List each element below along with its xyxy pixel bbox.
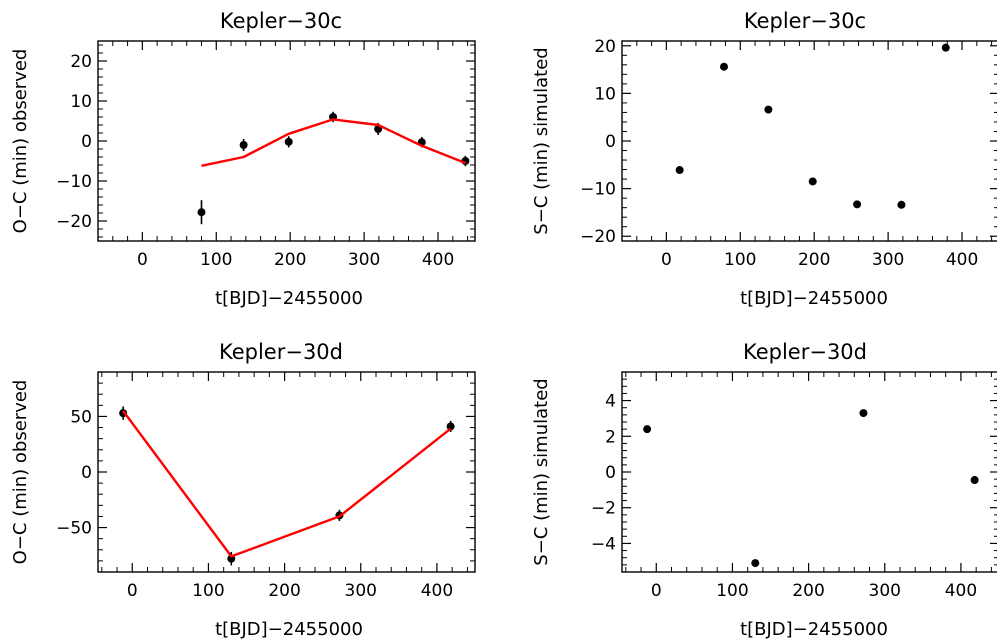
data-point (897, 200, 906, 209)
tick-marks (621, 41, 997, 241)
tick-labels: 0 100 200 300 400 −20 −10 0 10 20 (580, 37, 978, 270)
panel-title: Kepler−30d (743, 340, 867, 364)
y-axis-label: S−C (min) simulated (531, 378, 552, 565)
x-tick-label: 400 (421, 581, 453, 601)
x-tick-label: 0 (127, 581, 138, 601)
x-axis-label: t[BJD]−2455000 (215, 619, 363, 640)
x-tick-label: 300 (869, 581, 901, 601)
tick-marks (98, 371, 475, 573)
x-tick-label: 300 (348, 250, 380, 270)
data-point (239, 141, 248, 149)
series-line (122, 410, 452, 558)
data-marks (675, 43, 950, 209)
x-tick-label: 200 (274, 250, 306, 270)
data-point (446, 422, 455, 431)
panel-title: Kepler−30c (744, 9, 866, 33)
x-tick-label: 0 (137, 250, 148, 270)
data-point (764, 105, 773, 114)
x-tick-label: 400 (422, 250, 454, 270)
x-tick-label: 200 (798, 250, 830, 270)
x-tick-label: 100 (724, 250, 756, 270)
data-point (853, 200, 862, 209)
y-tick-label: −20 (580, 227, 616, 247)
panel-kepler30d-simulated: Kepler−30d S−C (min) simulated t[BJD]−24… (531, 340, 997, 640)
x-axis-label: t[BJD]−2455000 (740, 619, 888, 640)
x-tick-label: 200 (792, 581, 824, 601)
x-tick-label: 0 (661, 250, 672, 270)
y-tick-label: −10 (56, 172, 92, 192)
y-tick-label: 4 (605, 392, 616, 412)
panel-kepler30c-observed: Kepler−30c O−C (min) observed t[BJD]−245… (10, 9, 476, 309)
data-point (643, 425, 652, 434)
y-tick-label: −2 (591, 499, 616, 519)
data-point (675, 166, 684, 175)
y-tick-label: 10 (70, 92, 92, 112)
x-tick-label: 200 (268, 581, 300, 601)
y-tick-label: 0 (81, 132, 92, 152)
x-tick-label: 100 (200, 250, 232, 270)
data-point (284, 137, 293, 146)
plot-frame (621, 40, 997, 242)
series-line (201, 118, 466, 167)
y-tick-label: 0 (605, 463, 616, 483)
data-point (808, 177, 817, 186)
y-tick-label: 20 (70, 52, 92, 72)
plot-frame (621, 371, 997, 573)
x-tick-label: 0 (651, 581, 662, 601)
x-tick-label: 300 (872, 250, 904, 270)
tick-labels: 0 100 200 300 400 −20 −10 0 10 20 (56, 52, 454, 270)
y-tick-label: −20 (56, 212, 92, 232)
y-axis-label: S−C (min) simulated (531, 47, 552, 234)
data-point (751, 559, 760, 568)
y-tick-label: 2 (605, 427, 616, 447)
tick-labels: 0 100 200 300 400 −50 0 50 (56, 407, 453, 601)
x-axis-label: t[BJD]−2455000 (215, 288, 363, 309)
x-tick-label: 100 (192, 581, 224, 601)
data-point (941, 43, 950, 52)
y-tick-label: 0 (605, 132, 616, 152)
x-tick-label: 400 (945, 581, 977, 601)
tick-marks (97, 41, 475, 241)
y-tick-label: 50 (70, 407, 92, 427)
y-tick-label: 10 (594, 84, 616, 104)
y-tick-label: −4 (591, 534, 616, 554)
data-point (970, 476, 979, 485)
data-marks (643, 409, 979, 568)
y-tick-label: −10 (580, 180, 616, 200)
y-axis-label: O−C (min) observed (10, 380, 31, 565)
panel-kepler30d-observed: Kepler−30d O−C (min) observed t[BJD]−245… (10, 340, 476, 640)
x-tick-label: 100 (716, 581, 748, 601)
data-marks (119, 406, 455, 566)
data-point (859, 409, 868, 418)
tick-labels: 0 100 200 300 400 −4 −2 0 2 4 (591, 392, 977, 601)
y-tick-label: 20 (594, 37, 616, 57)
x-axis-label: t[BJD]−2455000 (740, 288, 888, 309)
plot-frame (97, 371, 476, 573)
data-point (720, 62, 729, 71)
tick-marks (622, 371, 997, 572)
panel-kepler30c-simulated: Kepler−30c S−C (min) simulated t[BJD]−24… (531, 9, 997, 309)
data-marks (197, 111, 470, 225)
data-point (197, 208, 206, 217)
y-tick-label: 0 (81, 463, 92, 483)
x-tick-label: 300 (345, 581, 377, 601)
y-axis-label: O−C (min) observed (10, 49, 31, 234)
x-tick-label: 400 (946, 250, 978, 270)
panel-title: Kepler−30d (219, 340, 343, 364)
panel-title: Kepler−30c (220, 9, 342, 33)
y-tick-label: −50 (56, 519, 92, 539)
